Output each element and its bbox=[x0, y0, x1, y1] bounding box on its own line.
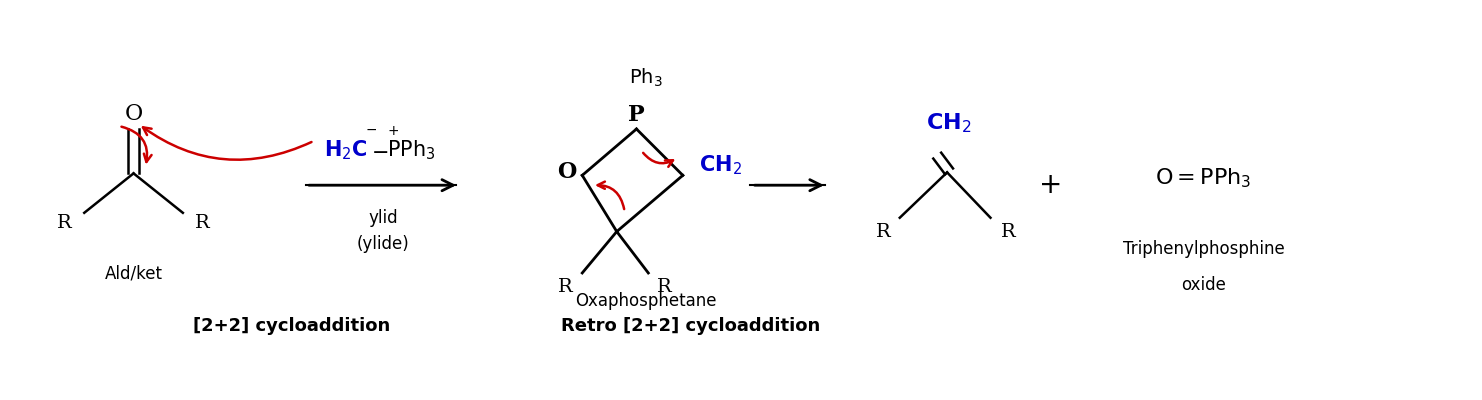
Text: O: O bbox=[124, 103, 142, 125]
Text: R: R bbox=[1000, 222, 1015, 240]
Text: oxide: oxide bbox=[1181, 276, 1226, 294]
Text: Ald/ket: Ald/ket bbox=[105, 265, 163, 283]
Text: R: R bbox=[559, 278, 574, 296]
Text: R: R bbox=[876, 222, 891, 240]
Text: R: R bbox=[196, 214, 210, 232]
Text: Triphenylphosphine: Triphenylphosphine bbox=[1122, 240, 1285, 258]
Text: PPh$_3$: PPh$_3$ bbox=[387, 139, 436, 162]
Text: P: P bbox=[628, 104, 645, 126]
Text: $^{-}$: $^{-}$ bbox=[365, 126, 378, 144]
Text: O: O bbox=[557, 161, 576, 183]
Text: R: R bbox=[58, 214, 73, 232]
Text: (ylide): (ylide) bbox=[357, 235, 409, 253]
Text: $^{+}$: $^{+}$ bbox=[387, 126, 399, 144]
Text: CH$_2$: CH$_2$ bbox=[926, 111, 972, 135]
Text: $-$: $-$ bbox=[370, 141, 388, 161]
Text: CH$_2$: CH$_2$ bbox=[700, 154, 741, 177]
Text: O$=$PPh$_3$: O$=$PPh$_3$ bbox=[1156, 166, 1252, 190]
Text: Retro [2+2] cycloaddition: Retro [2+2] cycloaddition bbox=[562, 317, 821, 335]
Text: H$_2$C: H$_2$C bbox=[325, 139, 368, 162]
Text: R: R bbox=[657, 278, 671, 296]
Text: Ph$_3$: Ph$_3$ bbox=[630, 66, 664, 89]
Text: Oxaphosphetane: Oxaphosphetane bbox=[575, 292, 717, 310]
Text: [2+2] cycloaddition: [2+2] cycloaddition bbox=[193, 317, 390, 335]
Text: +: + bbox=[1039, 171, 1063, 199]
Text: ylid: ylid bbox=[368, 209, 397, 227]
